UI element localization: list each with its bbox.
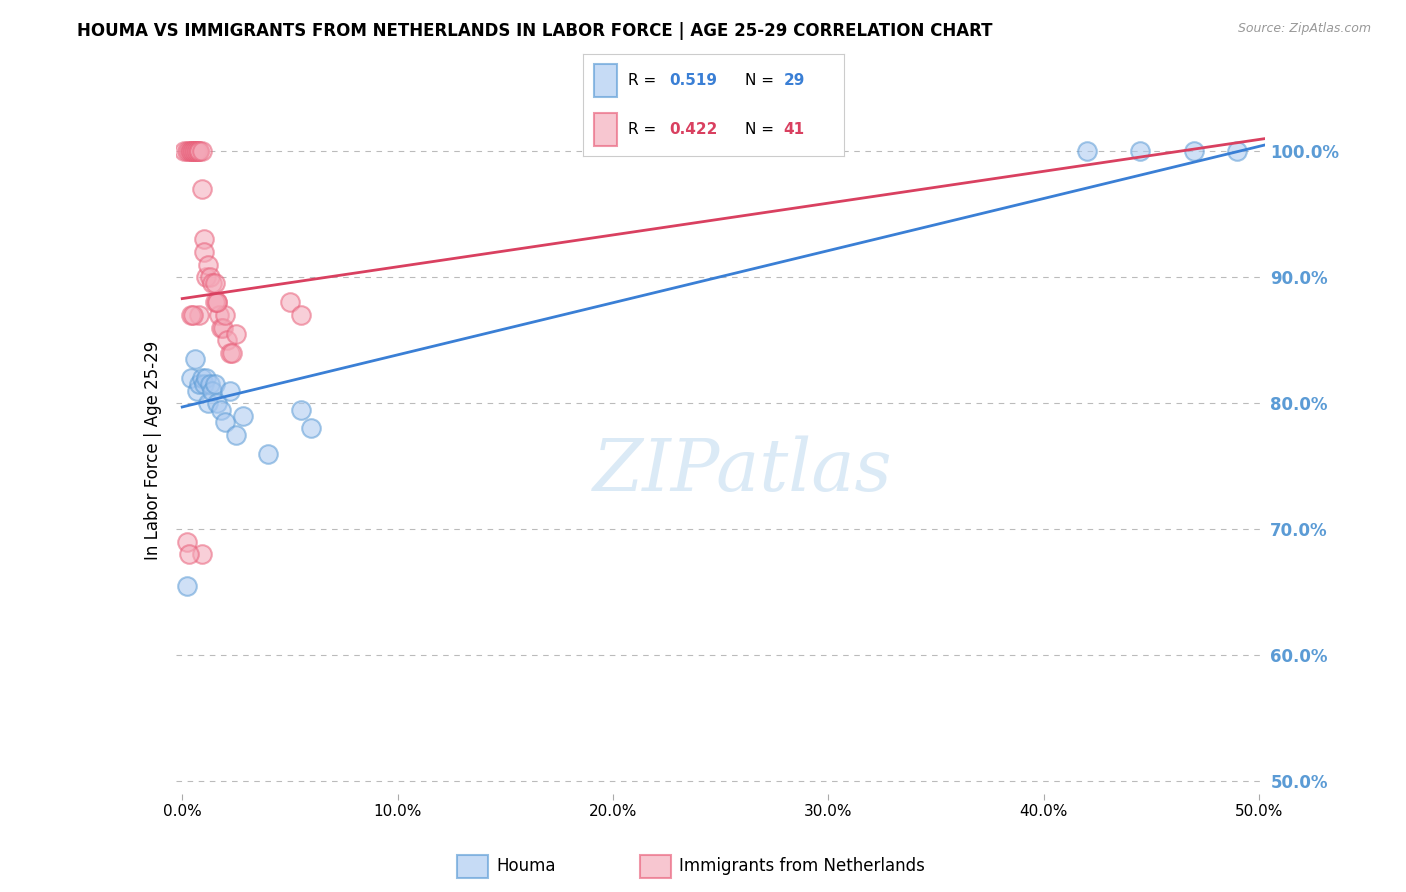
Point xyxy=(218,346,240,360)
Point xyxy=(180,144,202,158)
Point xyxy=(214,308,236,322)
Point xyxy=(209,402,232,417)
Point xyxy=(205,295,228,310)
Point xyxy=(205,396,228,410)
FancyBboxPatch shape xyxy=(457,855,488,878)
Point xyxy=(188,308,211,322)
Point xyxy=(188,144,211,158)
Point xyxy=(209,320,232,334)
Text: Immigrants from Netherlands: Immigrants from Netherlands xyxy=(679,857,925,875)
Point xyxy=(193,244,215,259)
Point xyxy=(181,308,204,322)
Text: Source: ZipAtlas.com: Source: ZipAtlas.com xyxy=(1237,22,1371,36)
Text: R =: R = xyxy=(627,122,661,137)
Point xyxy=(194,270,217,285)
Text: N =: N = xyxy=(745,122,779,137)
Text: 0.519: 0.519 xyxy=(669,72,717,87)
FancyBboxPatch shape xyxy=(640,855,671,878)
Text: 0.422: 0.422 xyxy=(669,122,717,137)
Point xyxy=(1182,144,1205,158)
Point xyxy=(200,377,222,392)
Point xyxy=(180,371,202,385)
Point xyxy=(218,384,240,398)
Point xyxy=(200,270,222,285)
Point xyxy=(225,427,247,442)
Point xyxy=(186,144,208,158)
Point xyxy=(204,277,226,291)
Text: HOUMA VS IMMIGRANTS FROM NETHERLANDS IN LABOR FORCE | AGE 25-29 CORRELATION CHAR: HOUMA VS IMMIGRANTS FROM NETHERLANDS IN … xyxy=(77,22,993,40)
Text: Houma: Houma xyxy=(496,857,555,875)
Point xyxy=(176,579,198,593)
Point xyxy=(190,548,212,562)
Point xyxy=(1129,144,1152,158)
Point xyxy=(204,295,226,310)
Point xyxy=(193,232,215,246)
Point xyxy=(177,144,200,158)
Point xyxy=(181,144,204,158)
Point xyxy=(180,308,202,322)
Point xyxy=(197,396,219,410)
Point xyxy=(184,144,207,158)
Point xyxy=(231,409,253,423)
Point xyxy=(1076,144,1098,158)
FancyBboxPatch shape xyxy=(593,64,617,96)
Point xyxy=(193,377,215,392)
Text: 41: 41 xyxy=(783,122,804,137)
Point xyxy=(217,333,239,347)
Point xyxy=(176,144,198,158)
Point xyxy=(188,377,211,392)
Point xyxy=(186,144,208,158)
FancyBboxPatch shape xyxy=(593,113,617,145)
Point xyxy=(225,326,247,341)
Point xyxy=(290,308,312,322)
Point xyxy=(197,258,219,272)
Point xyxy=(221,346,243,360)
Point xyxy=(190,371,212,385)
Point xyxy=(180,144,202,158)
Y-axis label: In Labor Force | Age 25-29: In Labor Force | Age 25-29 xyxy=(143,341,162,560)
Point xyxy=(208,308,231,322)
Text: N =: N = xyxy=(745,72,779,87)
Point xyxy=(190,182,212,196)
Point xyxy=(177,548,200,562)
Point xyxy=(299,421,322,435)
Point xyxy=(176,534,198,549)
Point xyxy=(173,144,195,158)
Point xyxy=(188,144,211,158)
Point xyxy=(290,402,312,417)
Point xyxy=(205,295,228,310)
Point xyxy=(278,295,301,310)
Point xyxy=(212,320,235,334)
Text: 29: 29 xyxy=(783,72,806,87)
Point xyxy=(257,447,280,461)
Point xyxy=(184,144,207,158)
Point xyxy=(1226,144,1249,158)
Point xyxy=(181,144,204,158)
Point xyxy=(201,384,224,398)
Point xyxy=(194,371,217,385)
Point xyxy=(184,352,207,367)
Point xyxy=(214,415,236,429)
Text: ZIPatlas: ZIPatlas xyxy=(592,436,893,507)
Point xyxy=(204,377,226,392)
Point xyxy=(201,277,224,291)
Point xyxy=(190,144,212,158)
Point xyxy=(186,384,208,398)
Text: R =: R = xyxy=(627,72,661,87)
